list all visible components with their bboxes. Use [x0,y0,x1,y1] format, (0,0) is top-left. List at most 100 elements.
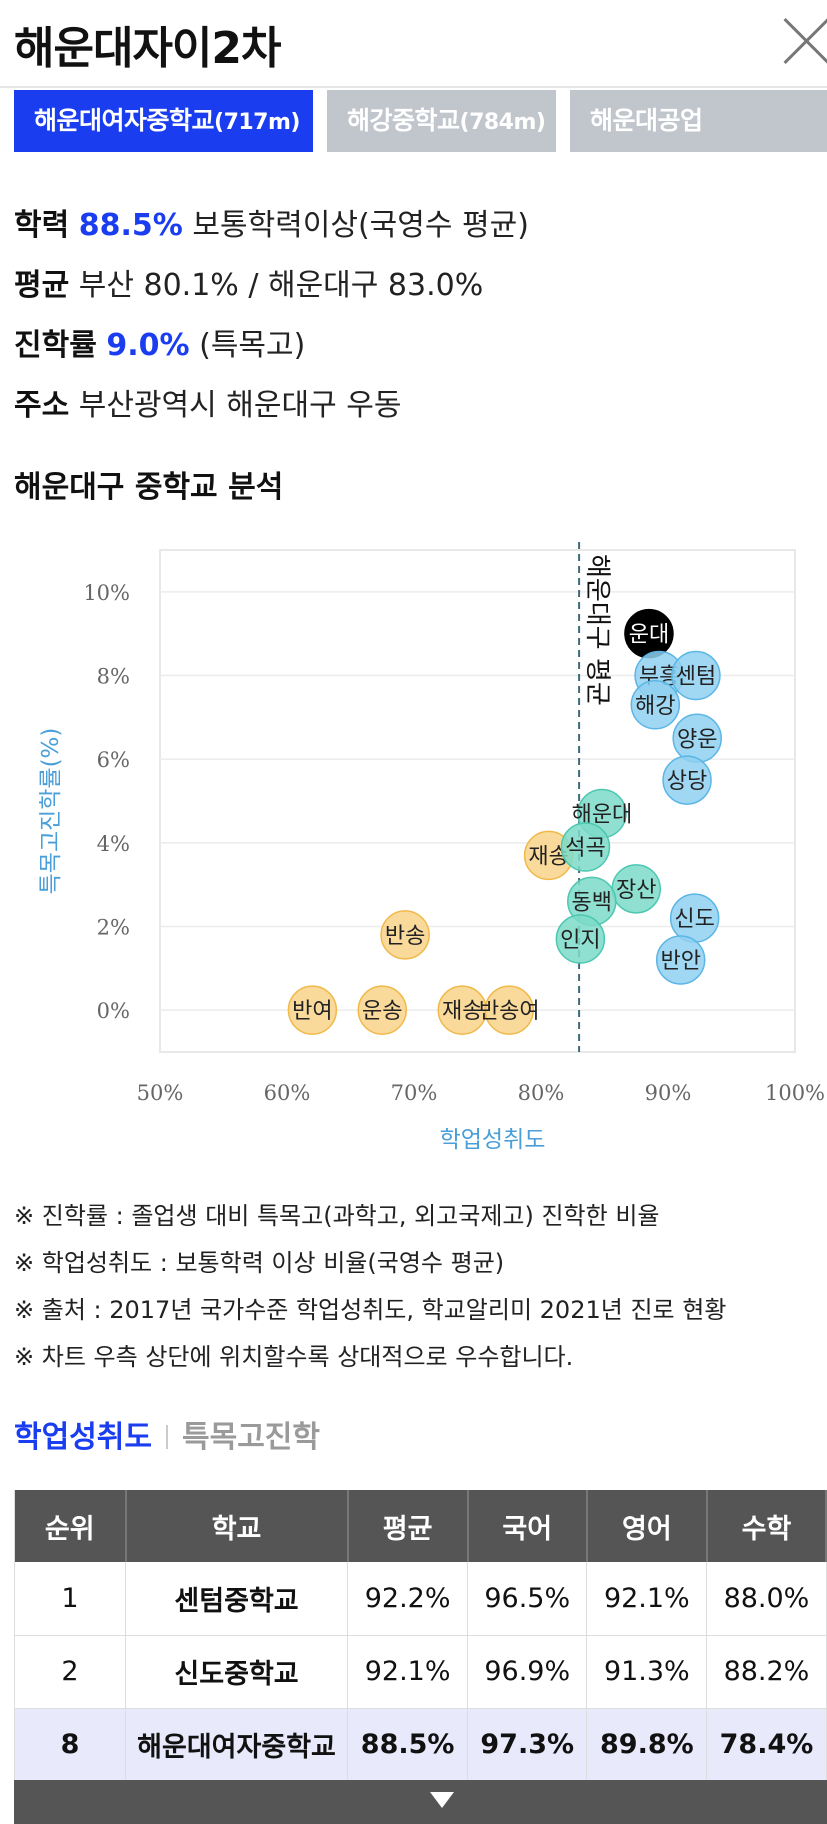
data-point [662,755,712,805]
average-cell: 92.2% [347,1562,469,1636]
tab-distance: (784m) [459,110,546,135]
y-tick-label: 6% [97,748,130,772]
rank-cell: 2 [13,1635,127,1709]
note: ※ 출처 : 2017년 국가수준 학업성취도, 학교알리미 2021년 진로 … [14,1296,727,1324]
tab-school-2[interactable]: 해강중학교(784m) [327,90,556,152]
tab-label: 해운대공업 [590,106,703,135]
rank-cell: 1 [13,1562,127,1636]
school-tabs: 해운대여자중학교(717m) 해강중학교(784m) 해운대공업 [14,90,827,152]
data-point-label: 재송 [442,999,482,1024]
x-tick-label: 80% [518,1081,565,1105]
column-header: 영어 [586,1490,708,1562]
data-point [671,650,721,701]
data-point [380,910,430,960]
stat-value: 88.5% [78,208,183,243]
x-axis-label: 학업성취도 [440,1127,546,1153]
data-point [655,935,706,985]
data-point-label: 반송 [385,924,425,949]
data-point-label: 운송 [362,999,402,1024]
stat-achievement: 학력 88.5% 보통학력이상(국영수 평균) [14,200,529,244]
data-point-label: 양운 [677,727,717,752]
korean-cell: 97.3% [467,1708,588,1782]
stat-text: 부산 80.1% / 해운대구 83.0% [78,268,484,303]
data-point [555,914,606,964]
x-tick-label: 90% [645,1081,692,1105]
data-point-label: 동백 [572,890,612,915]
stat-average: 평균 부산 80.1% / 해운대구 83.0% [14,260,483,304]
y-tick-label: 8% [97,665,130,689]
school-cell: 신도중학교 [125,1635,349,1709]
tab-school-1[interactable]: 해운대여자중학교(717m) [14,90,313,152]
y-tick-label: 0% [97,999,130,1023]
data-point-label: 반여 [292,999,332,1024]
data-point-label: 장산 [616,878,656,903]
data-point [357,985,407,1035]
english-cell: 89.8% [586,1708,708,1782]
page-title: 해운대자이2차 [14,23,281,74]
data-point-label: 반안 [660,949,700,974]
ranking-table: 순위 학교 평균 국어 영어 수학 1 센텀중학교 92.2% 96.5% 92… [13,1490,827,1782]
subtab-special-school[interactable]: 특목고진학 [182,1420,320,1455]
data-point [287,985,338,1035]
data-point [484,985,534,1035]
data-point [560,822,611,872]
table-row-current-school: 8 해운대여자중학교 88.5% 97.3% 89.8% 78.4% [13,1708,827,1782]
note: ※ 차트 우측 상단에 위치할수록 상대적으로 우수합니다. [14,1343,574,1371]
stat-desc: 보통학력이상(국영수 평균) [192,208,529,243]
column-header: 평균 [347,1490,469,1562]
y-tick-label: 4% [97,832,130,856]
section-title: 해운대구 중학교 분석 [14,470,284,505]
data-point-label: 운대 [629,623,669,648]
stat-advance: 진학률 9.0% (특목고) [14,320,305,364]
ranking-subtabs: 학업성취도 특목고진학 [14,1412,320,1456]
stat-address: 주소 부산광역시 해운대구 우동 [14,380,401,424]
rank-cell: 8 [13,1708,127,1782]
average-cell: 88.5% [347,1708,469,1782]
school-cell: 해운대여자중학교 [125,1708,349,1782]
expand-table-button[interactable] [14,1780,827,1824]
column-header: 수학 [706,1490,827,1562]
math-cell: 78.4% [706,1708,827,1782]
y-tick-label: 2% [97,916,130,940]
x-tick-label: 50% [137,1081,184,1105]
table-row: 2 신도중학교 92.1% 96.9% 91.3% 88.2% [13,1635,827,1709]
y-axis-label: 특목고진학률(%) [38,728,64,895]
data-point [630,680,681,730]
korean-cell: 96.5% [467,1562,588,1636]
divider [0,86,827,88]
tab-label: 해강중학교 [347,106,460,135]
y-tick-label: 10% [83,581,130,605]
data-point-label: 센텀 [676,665,716,690]
table-header-row: 순위 학교 평균 국어 영어 수학 [13,1490,827,1562]
x-tick-label: 70% [391,1081,438,1105]
scatter-chart: 0% 2% 4% 6% 8% 10% 50% 60% 70% 80% 90% 100% 학업성취도 특목고… [38,540,825,1153]
x-tick-label: 100% [765,1081,825,1105]
data-point-label: 상당 [667,769,707,794]
stat-label: 평균 [14,268,70,303]
stat-label: 진학률 [14,328,97,363]
stat-label: 주소 [14,388,70,423]
reference-line-label: 해운대구 평균 [582,554,612,706]
math-cell: 88.2% [706,1635,827,1709]
stat-label: 학력 [14,208,70,243]
data-point-label: 인지 [560,928,600,953]
korean-cell: 96.9% [467,1635,588,1709]
english-cell: 92.1% [586,1562,708,1636]
tab-school-3[interactable]: 해운대공업 [570,90,827,152]
note: ※ 진학률 : 졸업생 대비 특목고(과학고, 외고국제고) 진학한 비율 [14,1202,660,1230]
data-point-label: 해강 [635,694,675,719]
note: ※ 학업성취도 : 보통학력 이상 비율(국영수 평균) [14,1249,505,1277]
column-header: 국어 [467,1490,588,1562]
stat-value: 9.0% [106,328,190,363]
tab-distance: (717m) [214,110,300,135]
close-icon[interactable] [777,10,827,66]
tab-label: 해운대여자중학교 [34,106,215,135]
data-point-label: 석곡 [565,836,605,861]
chevron-down-icon [430,1792,454,1808]
data-point-label: 신도 [674,907,714,932]
stat-text: 부산광역시 해운대구 우동 [78,388,402,423]
header: 해운대자이2차 [0,0,827,86]
subtab-achievement[interactable]: 학업성취도 [14,1420,152,1455]
data-point-label: 반송여 [479,999,540,1024]
column-header: 학교 [125,1490,349,1562]
